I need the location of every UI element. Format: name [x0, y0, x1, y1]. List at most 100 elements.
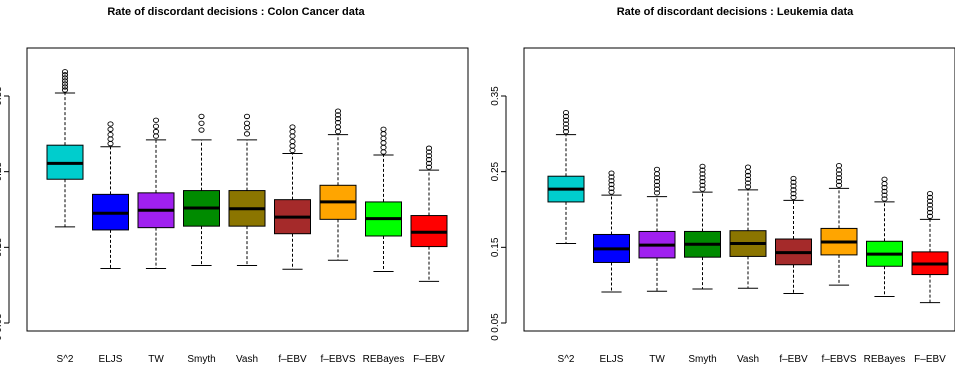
- outlier-point: [61, 78, 69, 84]
- category-label: REBayes: [363, 354, 405, 365]
- outlier-point: [243, 113, 251, 120]
- outlier-point: [562, 113, 570, 120]
- outlier-point: [152, 117, 160, 123]
- outlier-point: [926, 206, 934, 212]
- outlier-point: [699, 178, 706, 185]
- box-vash: Vash: [729, 164, 767, 365]
- outlier-point: [425, 156, 433, 163]
- category-label: f–EBVS: [320, 354, 355, 365]
- outlier-point: [562, 117, 570, 123]
- outlier-point: [61, 84, 69, 90]
- outlier-point: [334, 112, 342, 118]
- outlier-point: [107, 136, 114, 142]
- outlier-point: [380, 144, 387, 151]
- outlier-point: [380, 126, 387, 132]
- outlier-point: [926, 194, 934, 201]
- box-eljs: ELJS: [593, 170, 630, 365]
- outlier-point: [926, 202, 934, 208]
- category-label: Smyth: [187, 354, 215, 365]
- outlier-point: [562, 121, 570, 127]
- plot-frame: [26, 47, 469, 332]
- outlier-point: [425, 164, 433, 170]
- box-f-ebv: f–EBV: [775, 175, 812, 365]
- y-tick-label: 0.05: [490, 313, 501, 333]
- outlier-point: [835, 171, 843, 177]
- outlier-point: [699, 167, 706, 173]
- outlier-point: [608, 170, 615, 176]
- box-rebayes: REBayes: [864, 176, 906, 365]
- outlier-point: [380, 135, 387, 142]
- outlier-point: [744, 176, 752, 182]
- chart-title: Rate of discordant decisions : Colon Can…: [107, 6, 365, 18]
- outlier-point: [608, 181, 615, 188]
- y-tick-label: 0.15: [0, 237, 4, 257]
- category-label: Smyth: [688, 354, 716, 365]
- category-label: ELJS: [600, 354, 624, 365]
- outlier-point: [699, 175, 706, 181]
- y-tick-label: 0.15: [490, 237, 501, 257]
- outlier-point: [198, 127, 205, 133]
- outlier-point: [289, 124, 296, 130]
- outlier-point: [926, 198, 934, 204]
- y-axis-extra-label: 0: [0, 335, 4, 341]
- chart-title: Rate of discordant decisions : Leukemia …: [617, 6, 854, 18]
- outlier-point: [562, 109, 570, 116]
- y-tick-label: 0.25: [490, 161, 501, 181]
- outlier-point: [881, 184, 888, 191]
- box-f-ebv: F–EBV: [911, 190, 949, 365]
- outlier-point: [881, 196, 888, 202]
- category-label: ELJS: [99, 354, 123, 365]
- outlier-point: [744, 184, 752, 190]
- y-tick-label: 0.25: [0, 161, 4, 181]
- outlier-point: [699, 186, 706, 192]
- outlier-point: [790, 190, 797, 197]
- outlier-point: [61, 75, 69, 81]
- outlier-point: [608, 189, 615, 195]
- outlier-point: [699, 171, 706, 177]
- box-smyth: Smyth: [183, 113, 220, 365]
- box-s-2: S^2: [46, 69, 84, 365]
- outlier-point: [425, 160, 433, 166]
- outlier-point: [243, 125, 251, 131]
- outlier-point: [653, 186, 661, 192]
- box-s-2: S^2: [547, 109, 585, 365]
- category-label: REBayes: [864, 354, 906, 365]
- outlier-point: [107, 141, 114, 147]
- outlier-point: [425, 149, 433, 155]
- outlier-point: [881, 188, 888, 194]
- outlier-point: [198, 113, 205, 120]
- y-tick-label: 0.35: [490, 86, 501, 106]
- category-label: f–EBVS: [821, 354, 856, 365]
- outlier-point: [744, 164, 752, 170]
- category-label: Vash: [236, 354, 258, 365]
- outlier-point: [790, 183, 797, 189]
- box-tw: TW: [137, 117, 175, 365]
- category-label: F–EBV: [914, 354, 946, 365]
- outlier-point: [608, 174, 615, 180]
- category-label: Vash: [737, 354, 759, 365]
- category-label: f–EBV: [779, 354, 808, 365]
- outlier-point: [835, 175, 843, 181]
- outlier-point: [61, 81, 69, 87]
- y-tick-label: 0.05: [0, 313, 4, 333]
- outlier-point: [334, 108, 342, 114]
- outlier-point: [562, 125, 570, 131]
- outlier-point: [653, 175, 661, 181]
- box-vash: Vash: [228, 113, 266, 365]
- category-label: TW: [148, 354, 164, 365]
- outlier-point: [881, 192, 888, 198]
- outlier-point: [198, 120, 205, 126]
- category-label: S^2: [57, 354, 74, 365]
- category-label: f–EBV: [278, 354, 307, 365]
- outlier-point: [425, 153, 433, 159]
- colon-cancer-boxplot-panel: Rate of discordant decisions : Colon Can…: [0, 6, 469, 365]
- outlier-point: [699, 182, 706, 188]
- outlier-point: [926, 190, 934, 197]
- outlier-point: [653, 166, 661, 173]
- outlier-point: [653, 182, 661, 188]
- outlier-point: [152, 123, 160, 129]
- outlier-point: [107, 131, 114, 138]
- outlier-point: [61, 69, 69, 75]
- outlier-point: [243, 131, 251, 137]
